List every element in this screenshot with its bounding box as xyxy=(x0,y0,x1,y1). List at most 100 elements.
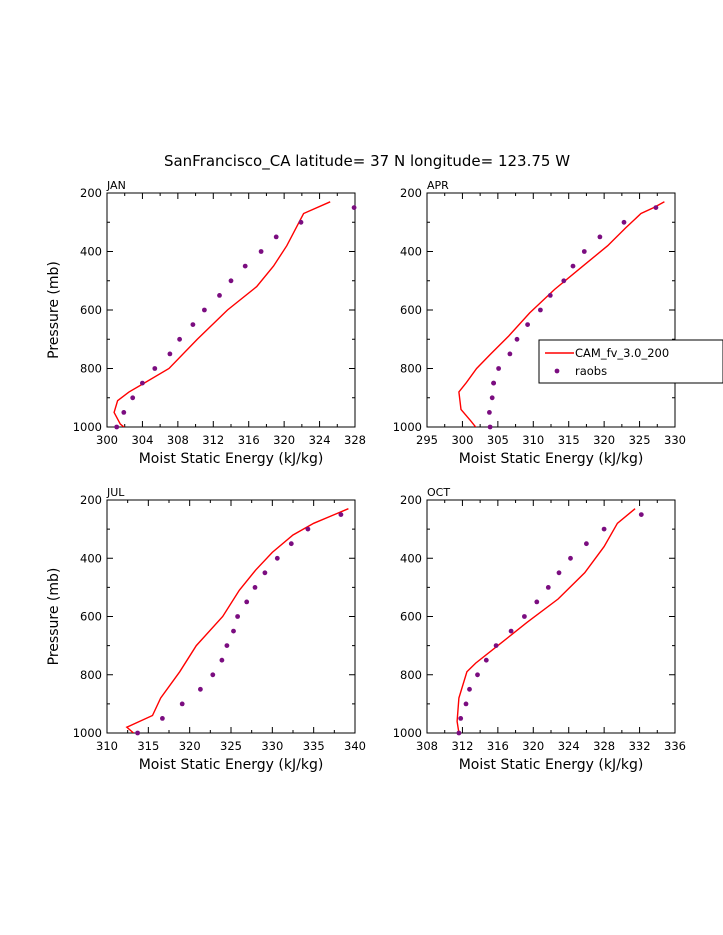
panel-jan-raob-point xyxy=(140,380,145,386)
panel-apr-raob-point xyxy=(570,263,576,269)
panel-oct-xtick-label: 316 xyxy=(487,739,509,753)
panel-jan-raob-point xyxy=(167,351,173,357)
panel-apr-frame xyxy=(426,192,676,428)
panel-oct-raob-point xyxy=(522,614,527,619)
panel-apr-raob-point xyxy=(561,278,567,284)
panel-jul-xtick-label: 330 xyxy=(261,739,283,753)
panel-oct-raob-point xyxy=(463,701,469,707)
panel-jan-raob-point xyxy=(242,263,248,269)
panel-jan-ytick-label: 800 xyxy=(80,362,102,376)
panel-jan-xlabel: Moist Static Energy (kJ/kg) xyxy=(139,451,324,467)
panel-jul-title: JUL xyxy=(106,486,125,499)
legend-obs-label: raobs xyxy=(575,364,607,378)
panel-jan-xtick-label: 316 xyxy=(238,433,260,447)
panel-jan-xtick-label: 320 xyxy=(273,433,295,447)
panel-jan-raob-point xyxy=(298,219,304,225)
panel-jul-xtick-label: 335 xyxy=(303,739,325,753)
panel-oct-xtick-label: 336 xyxy=(664,739,686,753)
panel-apr-xlabel: Moist Static Energy (kJ/kg) xyxy=(459,451,644,467)
panel-jul-ytick-label: 800 xyxy=(80,668,102,682)
panel-jul-model-line xyxy=(125,508,349,733)
panel-jul-xlabel: Moist Static Energy (kJ/kg) xyxy=(139,757,324,773)
panel-apr: APR 295 300 305 310 315 320 325 330 200 400 600 800 1… xyxy=(393,179,686,467)
panel-jul-raob-point xyxy=(244,599,250,605)
panel-oct-ytick-label: 800 xyxy=(400,668,422,682)
panel-apr-ytick-label: 800 xyxy=(400,362,422,376)
panel-oct-xtick-label: 320 xyxy=(522,739,544,753)
panel-oct-raob-point xyxy=(493,643,499,648)
panel-jul-raob-point xyxy=(288,541,294,547)
panel-oct-raob-point xyxy=(601,526,607,532)
panel-jan-xtick-label: 328 xyxy=(344,433,366,447)
panel-apr-raob-point xyxy=(525,322,530,327)
panel-oct-xtick-label: 308 xyxy=(416,739,438,753)
panel-jul-raob-point xyxy=(179,701,185,707)
panel-jul-xtick-label: 320 xyxy=(179,739,201,753)
panel-jan-xtick-label: 300 xyxy=(96,433,118,447)
panel-apr-raob-point xyxy=(487,424,493,430)
panel-apr-raob-point xyxy=(496,366,501,371)
panel-apr-xtick-label: 320 xyxy=(593,433,615,447)
panel-jan-raob-point xyxy=(228,278,234,284)
panel-jan-xtick-label: 308 xyxy=(167,433,189,447)
panel-jan-raob-point xyxy=(217,293,222,298)
panel-apr-xtick-label: 315 xyxy=(558,433,580,447)
panel-oct-xtick-label: 332 xyxy=(629,739,651,753)
panel-jul: JUL 310 315 320 325 330 335 340 200 400 600 800 1000… xyxy=(46,486,366,773)
panel-oct-raob-point xyxy=(556,570,562,576)
panel-jul-xtick-label: 340 xyxy=(344,739,366,753)
panel-jul-raob-point xyxy=(198,686,203,692)
panel-jul-xtick-label: 315 xyxy=(137,739,159,753)
panel-jan-ytick-label: 1000 xyxy=(73,420,102,434)
panel-jan-raob-point xyxy=(121,410,127,415)
panel-jul-raob-point xyxy=(135,730,141,736)
panel-jul-ytick-label: 400 xyxy=(80,551,102,565)
panel-apr-ytick-label: 600 xyxy=(400,303,422,317)
panel-oct-title: OCT xyxy=(427,486,450,499)
panel-apr-raob-point xyxy=(621,219,627,225)
panel-oct-xtick-label: 324 xyxy=(558,739,580,753)
panel-oct-raob-point xyxy=(483,657,489,663)
panel-jan: JAN 300 304 308 312 316 320 324 328 200 400 600 800 1… xyxy=(46,179,366,467)
panel-jul-raob-point xyxy=(219,657,225,663)
legend-box xyxy=(538,339,723,384)
legend-model-label: CAM_fv_3.0_200 xyxy=(575,346,669,360)
panel-apr-raob-point xyxy=(653,205,659,211)
panel-jul-raob-point xyxy=(262,570,268,576)
panel-jul-raob-point xyxy=(305,526,311,532)
panel-apr-raob-point xyxy=(491,380,496,386)
panel-oct-ytick-label: 1000 xyxy=(393,726,422,740)
panel-oct-frame xyxy=(426,499,676,734)
panel-apr-model-line xyxy=(458,201,665,427)
panel-apr-ytick-label: 200 xyxy=(400,186,422,200)
panel-jul-raob-point xyxy=(274,555,280,561)
panel-oct-ytick-label: 600 xyxy=(400,610,422,624)
figure-title: SanFrancisco_CA latitude= 37 N longitude… xyxy=(164,152,570,171)
panel-oct-raob-point xyxy=(584,541,589,547)
panel-oct-raob-point xyxy=(638,512,644,517)
panel-oct-raob-point xyxy=(458,716,464,721)
panel-jul-raob-point xyxy=(231,628,236,634)
panel-apr-raob-point xyxy=(547,293,553,298)
panel-oct-ytick-label: 400 xyxy=(400,551,422,565)
panel-jan-ytick-label: 200 xyxy=(80,186,102,200)
panel-apr-ytick-label: 1000 xyxy=(393,420,422,434)
panel-jul-ytick-label: 600 xyxy=(80,610,102,624)
panel-apr-xtick-label: 300 xyxy=(451,433,473,447)
panel-jan-raob-point xyxy=(190,322,196,327)
panel-jul-raob-point xyxy=(235,614,241,619)
panel-oct-xtick-label: 328 xyxy=(593,739,615,753)
panel-jan-raob-point xyxy=(130,395,136,401)
panel-jan-raob-point xyxy=(202,307,207,313)
panel-jan-ytick-label: 600 xyxy=(80,303,102,317)
panel-jan-xtick-label: 312 xyxy=(202,433,224,447)
panel-jul-raob-point xyxy=(252,585,258,590)
panel-oct-ytick-label: 200 xyxy=(400,493,422,507)
panel-jan-xtick-label: 304 xyxy=(131,433,153,447)
panel-apr-title: APR xyxy=(427,179,449,192)
panel-jan-title: JAN xyxy=(106,179,126,192)
panel-jul-raob-point xyxy=(160,716,165,721)
panel-apr-xtick-label: 330 xyxy=(664,433,686,447)
